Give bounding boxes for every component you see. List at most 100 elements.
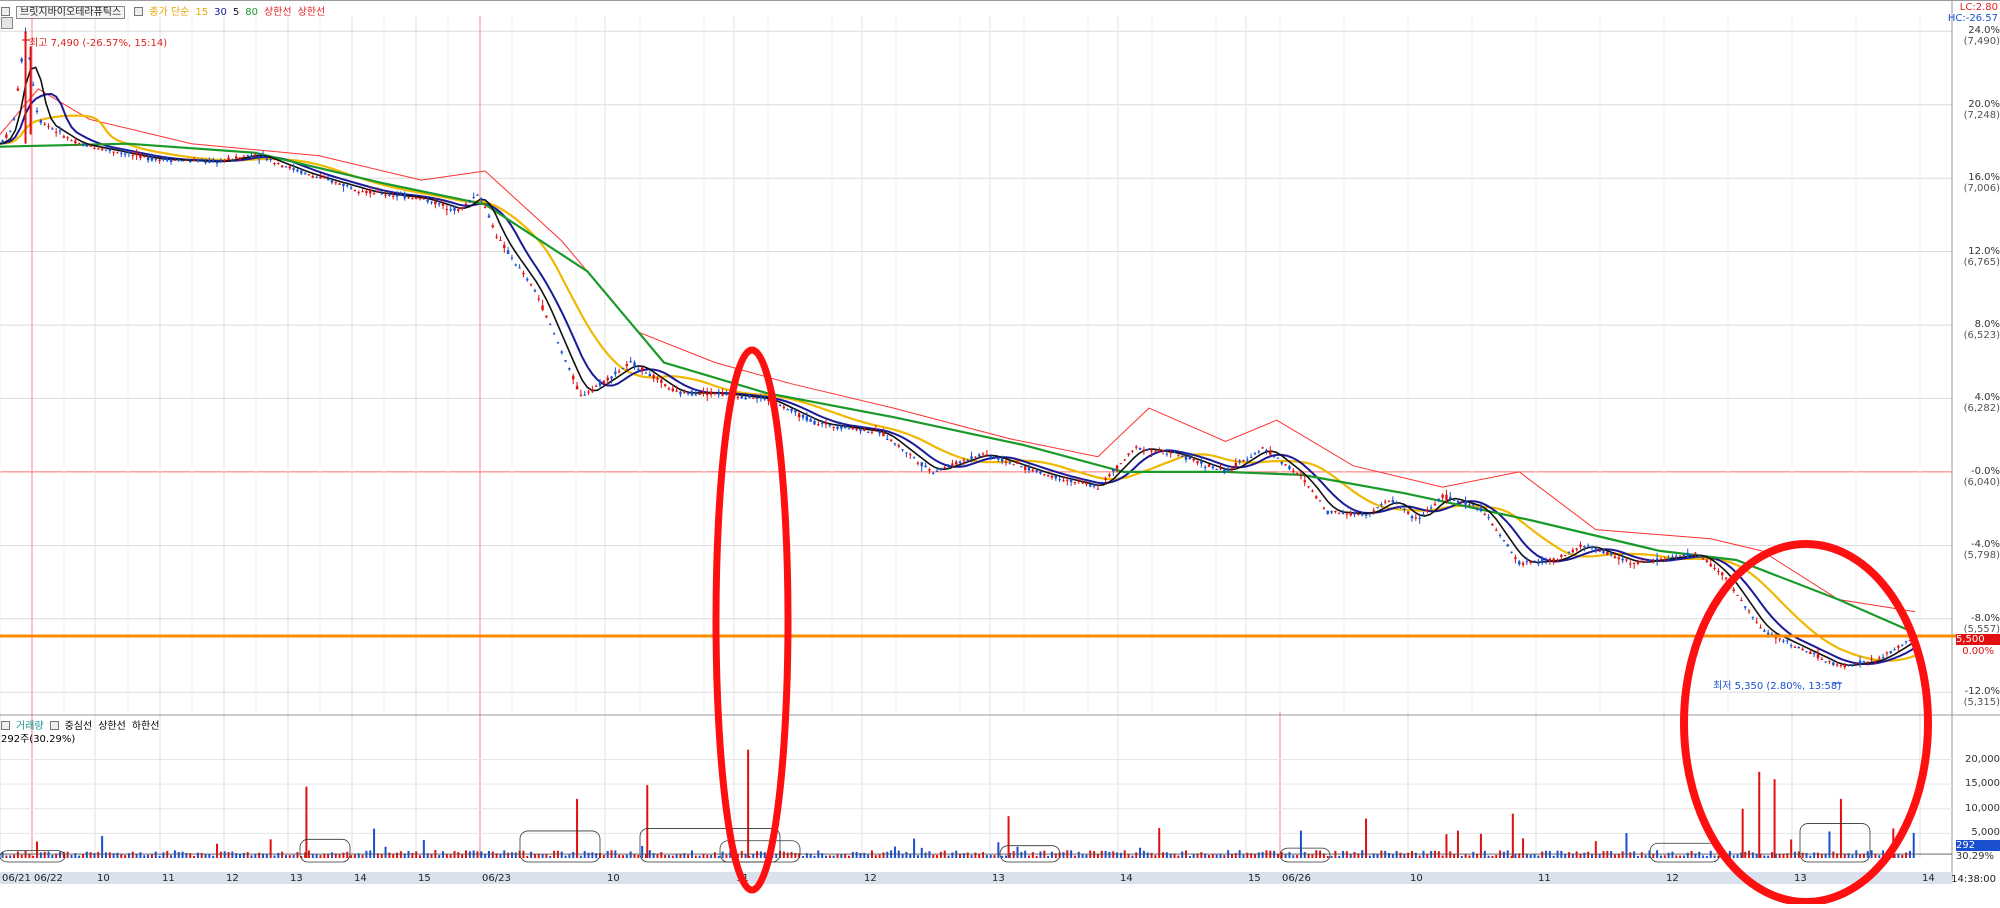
- volume-bar: [158, 855, 161, 858]
- volume-bar: [1372, 853, 1375, 858]
- legend-square-icon: [1, 7, 10, 16]
- chart-menu-button[interactable]: [1, 17, 13, 29]
- volume-bar: [1518, 853, 1521, 858]
- volume-bar: [426, 853, 429, 858]
- price-tick-value: (7,490): [1963, 36, 2000, 48]
- volume-bar: [1208, 855, 1211, 858]
- candle-body: [1786, 640, 1789, 642]
- ticker-label[interactable]: 브릿지바이오테라퓨틱스: [16, 6, 126, 19]
- legend-ma-label[interactable]: 종가 단순: [149, 7, 190, 18]
- legend-ma80[interactable]: 80: [245, 7, 258, 18]
- candle-body: [506, 250, 510, 254]
- candle-body: [1698, 555, 1701, 557]
- volume-bar: [809, 853, 812, 858]
- volume-bar: [526, 855, 529, 858]
- candle-body: [1885, 652, 1889, 654]
- volume-bar: [1771, 852, 1774, 858]
- candle-body: [246, 155, 249, 157]
- volume-bar: [1874, 854, 1877, 858]
- volume-bar: [139, 852, 142, 858]
- candle-body: [104, 149, 108, 151]
- price-tick-pct: -12.0%: [1964, 686, 2000, 698]
- candle-body: [1115, 465, 1119, 469]
- candle-body: [1361, 513, 1364, 516]
- candle-body: [1043, 474, 1046, 476]
- candle-body: [1077, 480, 1080, 483]
- volume-bar: [1740, 852, 1743, 858]
- volume-bar: [886, 851, 889, 858]
- volume-bar: [1893, 853, 1896, 858]
- low-annotation: 최저 5,350 (2.80%, 13:58): [1713, 681, 1842, 692]
- candle-body: [694, 394, 697, 396]
- volume-bar: [1625, 833, 1628, 858]
- volume-bar: [1698, 851, 1701, 858]
- legend-center-line[interactable]: 중심선: [64, 721, 93, 732]
- candle-body: [1763, 630, 1766, 632]
- candle-body: [369, 190, 372, 194]
- volume-bar: [579, 855, 582, 858]
- candle-body: [227, 157, 230, 160]
- candle-body: [1284, 464, 1287, 466]
- candle-body: [725, 393, 728, 396]
- candle-body: [1908, 639, 1912, 641]
- highlight-ellipse-right: [1680, 540, 1932, 906]
- volume-bar: [487, 850, 490, 858]
- volume-bar: [1234, 853, 1237, 858]
- volume-band-box: [1279, 847, 1331, 863]
- volume-bar: [231, 851, 234, 858]
- candle-body: [579, 394, 583, 396]
- candle-body: [357, 191, 360, 193]
- candle-body: [1242, 459, 1245, 462]
- volume-bar: [1280, 852, 1283, 858]
- candle-body: [1249, 456, 1253, 458]
- volume-bar: [530, 851, 533, 858]
- candle-body: [411, 198, 414, 200]
- legend-ma15[interactable]: 15: [195, 7, 209, 18]
- volume-bar: [1403, 854, 1406, 858]
- volume-bar: [1399, 852, 1402, 858]
- candle-body: [441, 203, 445, 206]
- legend-volume[interactable]: 거래량: [16, 721, 44, 732]
- volume-bar: [625, 854, 628, 858]
- legend-ma30[interactable]: 30: [214, 7, 227, 18]
- candle-body: [231, 159, 234, 161]
- candle-body: [1288, 466, 1291, 470]
- candle-body: [1135, 446, 1138, 448]
- volume-bar: [863, 852, 866, 858]
- candle-body: [981, 453, 985, 455]
- volume-bar: [476, 851, 479, 858]
- volume-bar: [1250, 853, 1253, 858]
- volume-bar: [1464, 854, 1467, 858]
- volume-bar: [380, 854, 383, 858]
- candle-body: [1391, 500, 1395, 503]
- candle-body: [1219, 468, 1222, 470]
- volume-bar: [618, 854, 621, 858]
- volume-bar: [951, 852, 954, 858]
- volume-bar: [200, 852, 203, 858]
- candle-body: [1387, 500, 1391, 502]
- candle-body: [1226, 469, 1230, 471]
- candle-body: [1851, 665, 1854, 667]
- volume-bar: [150, 854, 153, 858]
- candle-body: [1812, 653, 1816, 655]
- legend-envelope-upper[interactable]: 상한선: [263, 7, 292, 18]
- candle-body: [912, 457, 916, 459]
- candle-body: [1690, 554, 1693, 556]
- volume-bar: [633, 854, 636, 858]
- candle-body: [1437, 498, 1441, 501]
- legend-ma5[interactable]: 5: [232, 7, 240, 18]
- volume-bar: [1257, 852, 1260, 858]
- volume-bar: [1219, 853, 1222, 858]
- legend-envelope-upper-2[interactable]: 상한선: [297, 7, 326, 18]
- volume-bar: [338, 854, 341, 858]
- legend-upper-line[interactable]: 상한선: [98, 721, 126, 732]
- candle-body: [1832, 662, 1835, 665]
- candle-body: [1491, 524, 1494, 526]
- candle-body: [932, 472, 935, 474]
- legend-lower-line[interactable]: 하한선: [131, 721, 160, 732]
- volume-bar: [1116, 852, 1119, 858]
- volume-bar: [1230, 854, 1233, 858]
- candle-body: [518, 267, 521, 269]
- price-tick-pct: 4.0%: [1974, 392, 2000, 404]
